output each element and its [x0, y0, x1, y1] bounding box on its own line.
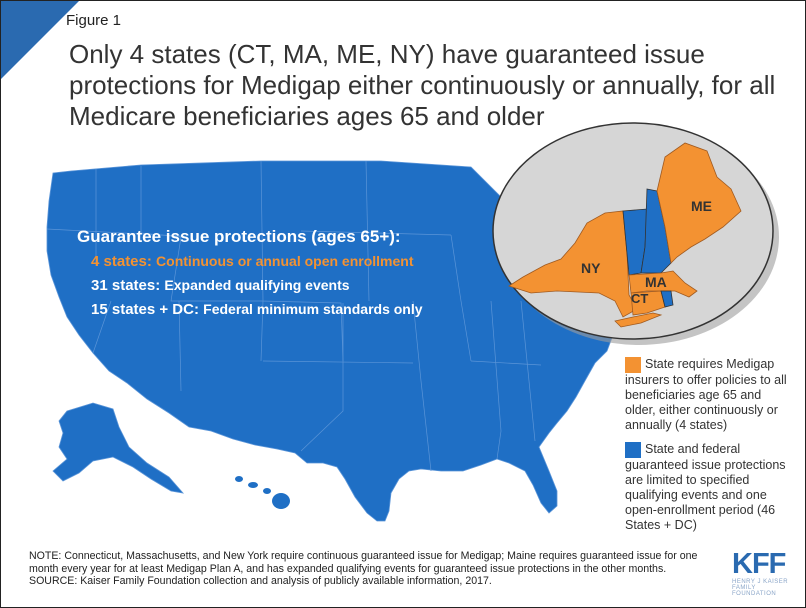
map-overlay-legend: Guarantee issue protections (ages 65+): …	[77, 227, 423, 325]
overlay-text: Expanded qualifying events	[164, 277, 350, 293]
logo-mark: KFF	[732, 548, 786, 580]
legend-swatch-orange	[625, 357, 641, 373]
overlay-count: 4 states:	[91, 253, 152, 270]
overlay-text: Federal minimum standards only	[203, 301, 423, 317]
long-island-shape	[614, 312, 663, 328]
overlay-heading: Guarantee issue protections (ages 65+):	[77, 227, 401, 246]
footnote: NOTE: Connecticut, Massachusetts, and Ne…	[29, 550, 719, 588]
overlay-row-continuous: 4 states: Continuous or annual open enro…	[91, 253, 423, 270]
overlay-count: 15 states + DC:	[91, 301, 199, 318]
label-ct: CT	[631, 291, 648, 306]
figure-label: Figure 1	[66, 12, 122, 29]
hawaii-shape	[235, 476, 290, 509]
corner-accent	[1, 1, 79, 79]
note-text: NOTE: Connecticut, Massachusetts, and Ne…	[29, 550, 698, 575]
alaska-shape	[52, 402, 185, 494]
source-text: SOURCE: Kaiser Family Foundation collect…	[29, 575, 492, 587]
legend-swatch-blue	[625, 442, 641, 458]
overlay-text: Continuous or annual open enrollment	[156, 253, 414, 269]
label-ny: NY	[581, 260, 601, 276]
overlay-count: 31 states:	[91, 277, 161, 294]
state-ma-shape	[628, 270, 698, 298]
figure-title: Only 4 states (CT, MA, ME, NY) have guar…	[69, 39, 776, 131]
legend-text: State and federal guaranteed issue prote…	[625, 442, 786, 532]
state-borders	[46, 160, 542, 472]
legend-item-blue: State and federal guaranteed issue prote…	[625, 442, 795, 533]
overlay-row-federal: 15 states + DC: Federal minimum standard…	[91, 301, 423, 318]
kff-logo: KFF HENRY J KAISER FAMILY FOUNDATION	[732, 549, 794, 597]
legend-text: State requires Medigap insurers to offer…	[625, 357, 787, 432]
legend-item-orange: State requires Medigap insurers to offer…	[625, 357, 795, 433]
logo-subtitle: HENRY J KAISER FAMILY FOUNDATION	[732, 579, 789, 597]
label-ma: MA	[645, 274, 667, 290]
state-ct-shape	[630, 290, 666, 316]
label-me: ME	[691, 198, 712, 214]
state-me-shape	[656, 142, 742, 264]
overlay-row-expanded: 31 states: Expanded qualifying events	[91, 277, 423, 294]
state-ri-shape	[660, 290, 674, 308]
